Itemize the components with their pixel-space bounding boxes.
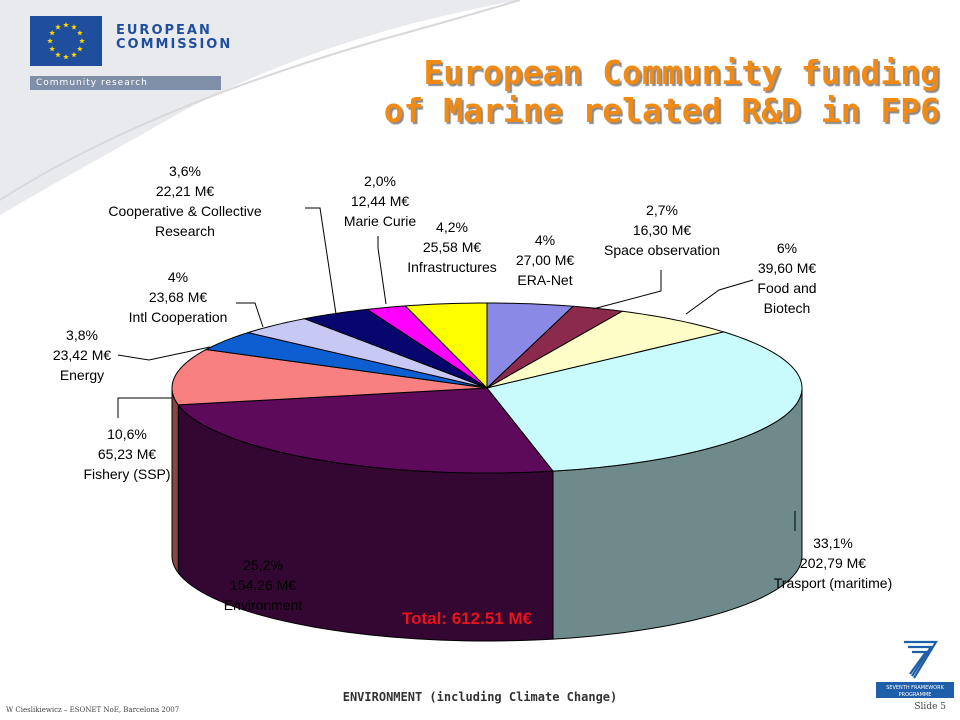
logo-line1: EUROPEAN (116, 23, 212, 38)
pie-slice-7 (246, 318, 488, 389)
slice-label-line: 12,44 M€ (351, 193, 410, 209)
pie-slice-4 (177, 387, 554, 474)
slice-label-line: Environment (224, 597, 303, 613)
fp7-line2: PROGRAMME (899, 692, 932, 698)
slice-label-line: 2,7% (646, 202, 678, 218)
eu-star-icon (77, 46, 83, 52)
logo-subtitle: Community research (30, 76, 221, 90)
total-label: Total: 612.51 M€ (402, 609, 533, 628)
slice-label-line: Food and (757, 280, 816, 296)
slice-label-line: Cooperative & Collective (108, 203, 262, 219)
slice-label-line: Space observation (604, 242, 720, 258)
leader-line-5 (117, 397, 172, 418)
slice-label-line: Marie Curie (344, 213, 417, 229)
pie-sides (171, 387, 803, 642)
slice-label-8: 3,6% 22,21 M€ Cooperative & Collective Rese… (108, 163, 262, 239)
eu-star-icon (55, 24, 61, 30)
slice-label-line: 25,58 M€ (423, 239, 482, 255)
slice-label-line: Intl Cooperation (129, 309, 228, 325)
slice-label-line: 27,00 M€ (516, 252, 575, 268)
slice-label-line: 23,42 M€ (53, 347, 112, 363)
slice-label-line: 25,2% (243, 557, 283, 573)
slide-number: Slide 5 (914, 702, 946, 712)
slice-label-line: 202,79 M€ (800, 555, 866, 571)
eu-star-icon (49, 30, 55, 36)
fp7-logo: SEVENTH FRAMEWORK PROGRAMME (876, 640, 954, 698)
leader-line-2 (685, 279, 754, 315)
eu-star-icon (49, 46, 55, 52)
eu-star-icon (79, 38, 85, 44)
footer-title: ENVIRONMENT (including Climate Change) (342, 690, 618, 704)
pie-slice-1 (486, 305, 624, 389)
slice-label-line: Energy (60, 367, 104, 383)
slice-label-10: 4,2% 25,58 M€ Infrastructures (407, 219, 496, 275)
slice-label-line: 2,0% (364, 173, 396, 189)
slice-label-line: ERA-Net (517, 272, 572, 288)
pie-slice-5 (171, 349, 488, 406)
pie-slice-3 (486, 331, 803, 472)
slice-label-line: 6% (777, 240, 797, 256)
slice-label-1: 2,7% 16,30 M€ Space observation (604, 202, 720, 258)
title-line1: European Community funding (423, 53, 940, 92)
pie-slice-9 (365, 305, 488, 389)
eu-flag-icon (30, 16, 102, 66)
slice-label-line: 65,23 M€ (98, 446, 157, 462)
eu-star-icon (55, 51, 61, 58)
footer-credit: W Cieslikiewicz – ESONET NoE, Barcelona … (6, 706, 180, 714)
slice-label-line: 154,26 M€ (230, 577, 296, 593)
slice-label-line: 23,68 M€ (149, 289, 208, 305)
pie-slice-2 (486, 310, 726, 389)
slice-label-4: 25,2% 154,26 M€ Environment (224, 557, 303, 613)
slice-label-line: 22,21 M€ (156, 183, 215, 199)
pie-slice-6 (204, 332, 488, 389)
leader-line-9 (377, 236, 387, 305)
leader-line-1 (592, 270, 662, 310)
slice-label-line: Infrastructures (407, 259, 496, 275)
slice-label-line: Trasport (maritime) (774, 575, 893, 591)
fp7-line1: SEVENTH FRAMEWORK (886, 685, 944, 691)
slice-label-line: 4,2% (436, 219, 468, 235)
slice-label-2: 6% 39,60 M€ Food and Biotech (757, 240, 816, 316)
pie-top (171, 302, 803, 474)
slice-label-line: 33,1% (813, 535, 853, 551)
slice-label-line: 3,8% (66, 327, 98, 343)
leader-line-6 (117, 346, 211, 361)
slice-label-9: 2,0% 12,44 M€ Marie Curie (344, 173, 417, 229)
slice-label-line: 3,6% (169, 163, 201, 179)
eu-star-icon (71, 24, 77, 30)
slice-label-0: 4% 27,00 M€ ERA-Net (516, 232, 575, 288)
slice-label-6: 3,8% 23,42 M€ Energy (53, 327, 112, 383)
slice-label-line: Biotech (764, 300, 811, 316)
pie-labels: 4% 27,00 M€ ERA-Net 2,7% 16,30 M€ Space obser… (53, 163, 892, 613)
eu-star-icon (77, 30, 83, 36)
slice-label-line: 16,30 M€ (633, 222, 692, 238)
slice-label-3: 33,1% 202,79 M€ Trasport (maritime) (774, 535, 893, 591)
title-line2: of Marine related R&D in FP6 (383, 91, 940, 130)
slice-label-7: 4% 23,68 M€ Intl Cooperation (129, 269, 228, 325)
slice-label-line: 4% (168, 269, 188, 285)
slice-label-line: Fishery (SSP) (83, 466, 170, 482)
slice-label-line: Research (155, 223, 215, 239)
pie-slice-side-5 (171, 388, 179, 575)
pie-slice-10 (404, 302, 488, 390)
leader-line-8 (305, 207, 337, 315)
slice-label-line: 39,60 M€ (758, 260, 817, 276)
slice-label-5: 10,6% 65,23 M€ Fishery (SSP) (83, 426, 170, 482)
pie-slice-8 (302, 308, 488, 389)
european-commission-logo: EUROPEAN COMMISSION Community research (8, 4, 230, 94)
eu-star-icon (63, 22, 69, 28)
slice-label-line: 4% (535, 232, 555, 248)
slide-title: European Community funding of Marine rel… (240, 54, 940, 130)
eu-star-icon (63, 54, 69, 60)
logo-line2: COMMISSION (116, 37, 233, 52)
pie-slice-0 (486, 302, 575, 390)
slice-label-line: 10,6% (107, 426, 147, 442)
leader-line-7 (236, 302, 264, 328)
eu-star-icon (47, 38, 53, 44)
eu-star-icon (71, 51, 77, 58)
